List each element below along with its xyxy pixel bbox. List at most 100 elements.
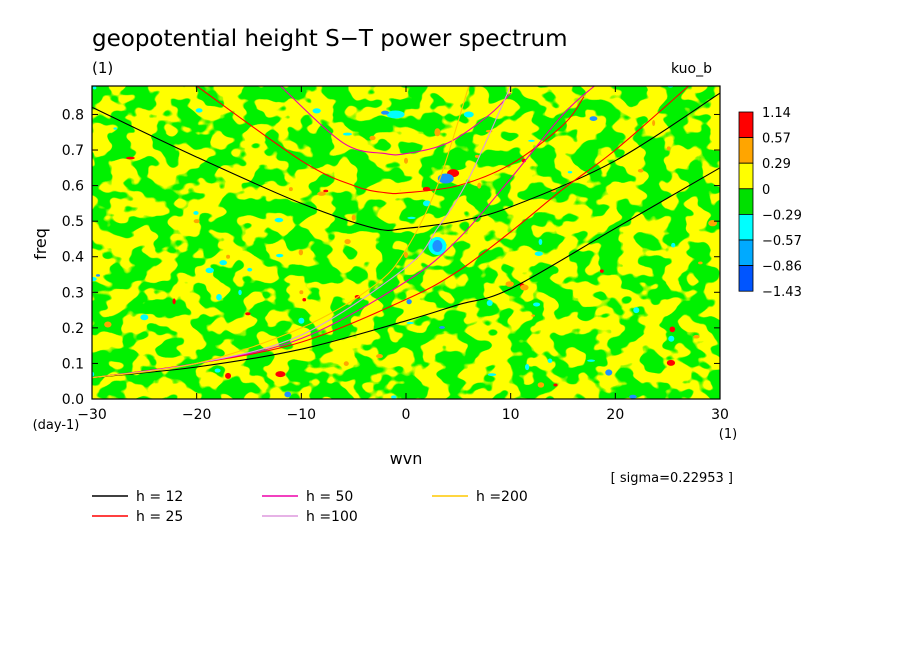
field-spots [92, 86, 717, 399]
field-spot [520, 284, 529, 291]
field-feature [432, 240, 443, 253]
field-spot [669, 326, 676, 333]
field-spot [216, 294, 222, 301]
legend: h = 12 h = 25 h = 50 h =100 h =200 [92, 489, 528, 525]
field-green-regions [92, 86, 720, 399]
field-feature [298, 317, 305, 324]
colorbar-swatch [738, 213, 754, 241]
field-spot [537, 382, 545, 388]
field-spot [195, 108, 203, 113]
field-feature [463, 111, 474, 118]
field-spot [317, 191, 326, 196]
legend-label: h = 25 [136, 509, 183, 525]
field-feature [434, 128, 441, 137]
field-spot [531, 314, 535, 317]
field-spot [528, 139, 535, 142]
legend-label: h =100 [306, 509, 358, 525]
field-feature [404, 157, 408, 164]
y-axis-ticks: 0.0 0.1 0.2 0.3 0.4 0.5 0.6 0.7 0.8 [62, 107, 720, 408]
field-spot [547, 358, 553, 364]
x-tick-label: −30 [77, 407, 107, 423]
y-axis-label: freq [31, 228, 50, 260]
field-spot [245, 312, 251, 316]
field-spot [344, 238, 351, 245]
field-spot [652, 120, 656, 127]
field-spot [92, 86, 97, 90]
field-spot [238, 289, 242, 296]
field-spot [376, 353, 383, 359]
colorbar-swatch [738, 137, 754, 164]
field-spot [567, 171, 573, 174]
field-spot [276, 253, 284, 258]
field-feature [477, 182, 482, 189]
field-spot [629, 394, 637, 399]
field-spot [589, 116, 598, 121]
y-tick-label: 0.0 [62, 392, 84, 408]
field-spot [505, 281, 514, 287]
colorbar: 1.14 0.57 0.29 0 −0.29 −0.57 −0.86 −1.43 [738, 106, 802, 300]
field-spot [439, 326, 445, 329]
field-feature [299, 290, 304, 295]
colorbar-label: 0.57 [762, 132, 791, 147]
field-spot [693, 334, 700, 339]
field-feature [275, 371, 286, 378]
field-spot [125, 156, 135, 160]
field-spot [534, 251, 543, 256]
field-spot [407, 216, 416, 220]
field-spot [553, 383, 558, 387]
y-tick-label: 0.3 [62, 285, 84, 301]
x-axis-label: wvn [390, 449, 423, 468]
x-tick-label: 0 [402, 407, 411, 423]
colorbar-label: −0.29 [762, 208, 802, 223]
field-spot [298, 249, 304, 256]
field-spot [343, 361, 349, 366]
colorbar-swatch [738, 265, 754, 292]
legend-label: h = 12 [136, 489, 183, 505]
top-right-label: kuo_b [671, 61, 712, 77]
field-spot [369, 135, 376, 141]
field-spot [284, 391, 292, 398]
colorbar-swatch [738, 188, 754, 215]
colorbar-label: 0 [762, 183, 770, 198]
x-tick-label: 30 [711, 407, 729, 423]
field-spot [637, 168, 644, 173]
colorbar-swatch [738, 162, 754, 190]
colorbar-label: −0.86 [762, 260, 802, 275]
curve-series-1 [92, 92, 720, 231]
field-spot [342, 132, 352, 136]
field-feature [486, 299, 493, 306]
y-tick-label: 0.8 [62, 107, 84, 123]
x-axis-ticks: −30 −20 −10 0 10 20 30 [77, 86, 729, 423]
field-spot [666, 359, 676, 366]
field-spot [104, 321, 112, 328]
sigma-label: [ sigma=0.22953 ] [611, 471, 733, 486]
field-spot [474, 154, 480, 158]
field-spot [524, 363, 530, 371]
y-tick-label: 0.2 [62, 321, 84, 337]
field-spot [312, 108, 321, 114]
field-feature [193, 219, 200, 224]
x-tick-label: −20 [182, 407, 212, 423]
field-spot [671, 242, 676, 248]
field-feature [633, 307, 640, 314]
chart-subtitle: (1) [92, 59, 113, 77]
field-spot [274, 217, 284, 223]
field-spot [92, 276, 97, 282]
curve-series-0 [92, 167, 720, 379]
field-feature [214, 368, 221, 373]
x-tick-label: −10 [287, 407, 317, 423]
field-feature [351, 214, 356, 221]
x-tick-label: 20 [606, 407, 624, 423]
field-spot [587, 359, 596, 362]
field-feature [404, 251, 408, 258]
field-feature [225, 372, 232, 379]
field-spot [205, 267, 214, 274]
field-spot [605, 369, 613, 376]
field-spot [666, 146, 671, 151]
y-tick-label: 0.5 [62, 214, 84, 230]
field-spot [698, 261, 703, 265]
y-axis-unit: (day-1) [33, 418, 80, 433]
field-spot [406, 321, 414, 325]
field-spot [172, 298, 176, 305]
colorbar-swatch [738, 111, 754, 139]
